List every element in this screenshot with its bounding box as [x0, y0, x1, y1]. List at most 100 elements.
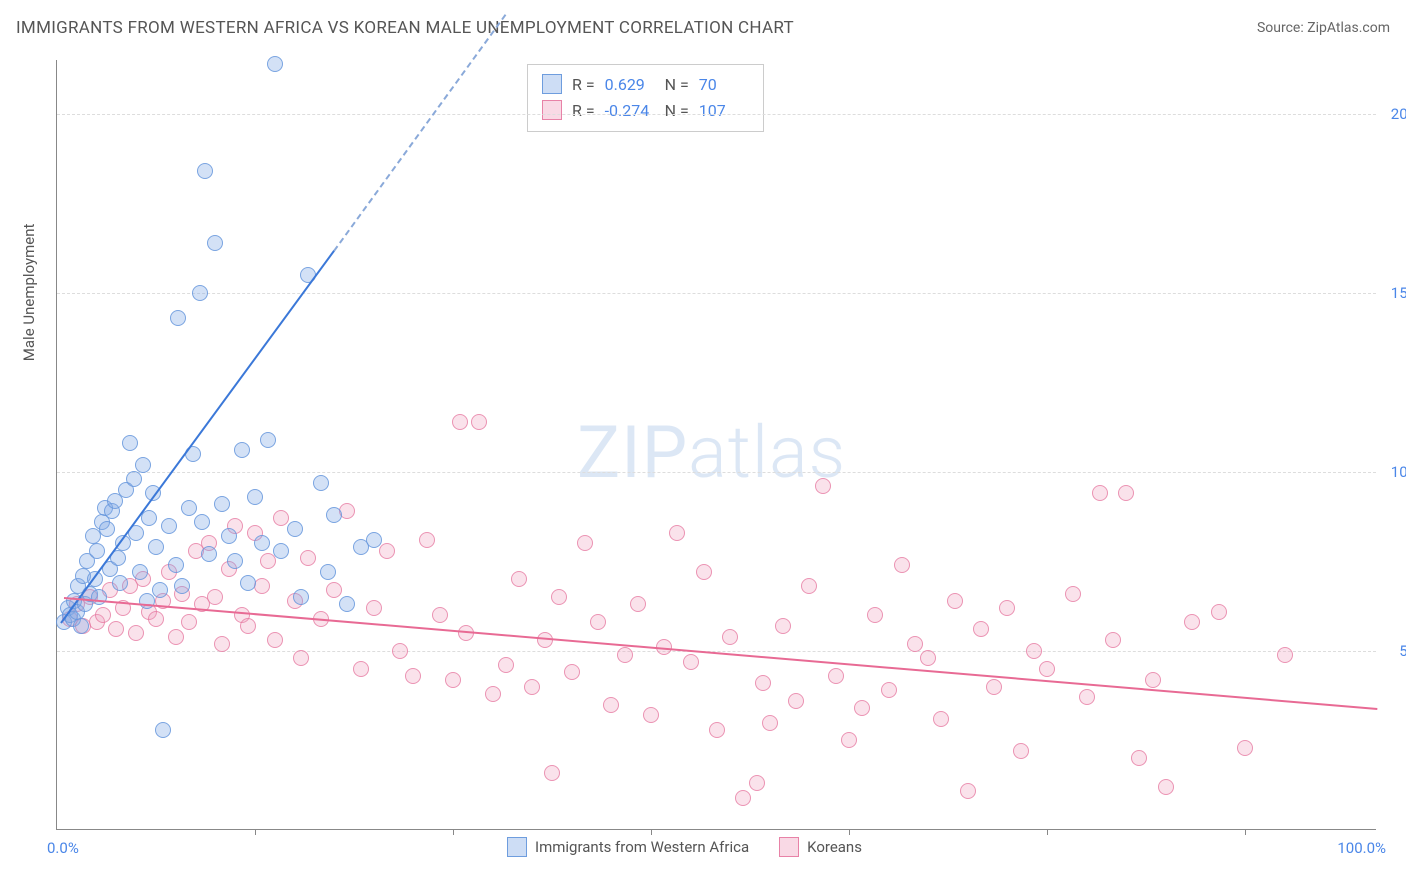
scatter-point: [353, 661, 369, 677]
scatter-point: [366, 532, 382, 548]
scatter-point: [155, 722, 171, 738]
scatter-point: [986, 679, 1002, 695]
scatter-point: [749, 775, 765, 791]
scatter-point: [392, 643, 408, 659]
n-value-blue: 70: [699, 75, 749, 94]
scatter-point: [1105, 632, 1121, 648]
scatter-point: [214, 636, 230, 652]
scatter-point: [260, 553, 276, 569]
xtick-left: 0.0%: [47, 839, 79, 857]
gridline-h: [57, 293, 1376, 294]
n-label: N =: [665, 75, 689, 94]
scatter-point: [577, 535, 593, 551]
source-label: Source: ZipAtlas.com: [1257, 20, 1390, 36]
scatter-point: [630, 596, 646, 612]
scatter-point: [1158, 779, 1174, 795]
scatter-point: [247, 489, 263, 505]
chart-header: IMMIGRANTS FROM WESTERN AFRICA VS KOREAN…: [16, 18, 1390, 38]
scatter-point: [452, 414, 468, 430]
scatter-point: [551, 589, 567, 605]
scatter-point: [1079, 689, 1095, 705]
series-legend: Immigrants from Western Africa Koreans: [507, 837, 862, 857]
scatter-point: [148, 611, 164, 627]
scatter-point: [544, 765, 560, 781]
scatter-point: [762, 715, 778, 731]
scatter-point: [201, 546, 217, 562]
scatter-point: [293, 589, 309, 605]
xtick-mark: [849, 829, 850, 835]
scatter-point: [1131, 750, 1147, 766]
scatter-point: [240, 618, 256, 634]
scatter-point: [894, 557, 910, 573]
scatter-point: [696, 564, 712, 580]
scatter-point: [214, 496, 230, 512]
scatter-point: [287, 521, 303, 537]
scatter-point: [379, 543, 395, 559]
scatter-point: [293, 650, 309, 666]
ytick-label: 15.0%: [1391, 284, 1406, 302]
scatter-point: [1039, 661, 1055, 677]
scatter-point: [254, 535, 270, 551]
r-value-blue: 0.629: [605, 75, 655, 94]
scatter-point: [801, 578, 817, 594]
scatter-point: [775, 618, 791, 634]
scatter-point: [1211, 604, 1227, 620]
scatter-point: [267, 56, 283, 72]
scatter-point: [1013, 743, 1029, 759]
scatter-point: [1092, 485, 1108, 501]
scatter-point: [432, 607, 448, 623]
scatter-point: [89, 543, 105, 559]
watermark: ZIPatlas: [577, 410, 846, 495]
xtick-mark: [453, 829, 454, 835]
xtick-mark: [1245, 829, 1246, 835]
scatter-point: [366, 600, 382, 616]
swatch-blue: [542, 74, 562, 94]
scatter-point: [933, 711, 949, 727]
gridline-h: [57, 114, 1376, 115]
scatter-point: [91, 589, 107, 605]
scatter-point: [405, 668, 421, 684]
scatter-point: [722, 629, 738, 645]
scatter-point: [947, 593, 963, 609]
scatter-point: [240, 575, 256, 591]
ytick-label: 10.0%: [1391, 463, 1406, 481]
scatter-point: [313, 475, 329, 491]
scatter-point: [267, 632, 283, 648]
ytick-label: 5.0%: [1399, 642, 1406, 660]
scatter-point: [564, 664, 580, 680]
scatter-point: [174, 578, 190, 594]
scatter-point: [881, 682, 897, 698]
scatter-point: [471, 414, 487, 430]
scatter-point: [815, 478, 831, 494]
watermark-zip: ZIP: [577, 410, 688, 495]
scatter-point: [920, 650, 936, 666]
xtick-mark: [1047, 829, 1048, 835]
n-value-pink: 107: [699, 101, 749, 120]
scatter-point: [419, 532, 435, 548]
scatter-point: [148, 539, 164, 555]
trendline: [333, 14, 506, 252]
stats-row-pink: R = -0.274 N = 107: [542, 97, 749, 123]
scatter-point: [108, 621, 124, 637]
scatter-point: [194, 514, 210, 530]
scatter-point: [132, 564, 148, 580]
legend-label-pink: Koreans: [807, 838, 862, 856]
legend-item-pink: Koreans: [779, 837, 862, 857]
scatter-point: [273, 543, 289, 559]
scatter-point: [643, 707, 659, 723]
scatter-point: [669, 525, 685, 541]
scatter-point: [788, 693, 804, 709]
scatter-point: [339, 596, 355, 612]
scatter-point: [755, 675, 771, 691]
scatter-point: [709, 722, 725, 738]
scatter-point: [207, 589, 223, 605]
swatch-pink: [542, 100, 562, 120]
xtick-mark: [255, 829, 256, 835]
chart-area: ZIPatlas R = 0.629 N = 70 R = -0.274 N =…: [56, 60, 1376, 830]
scatter-point: [73, 618, 89, 634]
scatter-point: [181, 614, 197, 630]
scatter-point: [590, 614, 606, 630]
scatter-point: [1026, 643, 1042, 659]
scatter-point: [112, 575, 128, 591]
scatter-point: [168, 629, 184, 645]
